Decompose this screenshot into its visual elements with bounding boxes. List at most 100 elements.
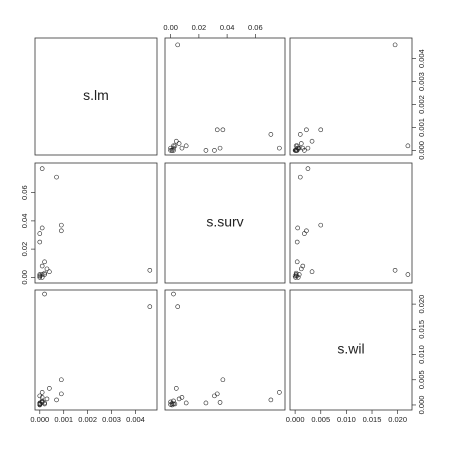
point bbox=[305, 166, 311, 171]
point bbox=[44, 396, 50, 402]
point bbox=[147, 267, 153, 273]
point bbox=[293, 148, 299, 153]
point bbox=[59, 228, 64, 234]
point bbox=[171, 145, 176, 151]
x-tick-label: 0.00 bbox=[163, 23, 178, 32]
x-tick-label: 0.02 bbox=[192, 23, 207, 32]
x-tick-label: 0.06 bbox=[248, 23, 263, 32]
point bbox=[214, 127, 220, 133]
variable-name: s.wil bbox=[337, 341, 364, 357]
point bbox=[304, 127, 309, 133]
point bbox=[300, 145, 306, 151]
point bbox=[168, 145, 173, 151]
point bbox=[42, 291, 47, 297]
y-tick-label: 0.000 bbox=[417, 396, 426, 415]
point bbox=[44, 266, 50, 272]
panel bbox=[34, 162, 158, 284]
point bbox=[305, 145, 311, 151]
point bbox=[294, 259, 300, 265]
point bbox=[37, 275, 43, 280]
point bbox=[176, 141, 182, 146]
point bbox=[54, 174, 59, 180]
y-tick-label: 0.004 bbox=[417, 49, 426, 68]
x-tick-label: 0.005 bbox=[311, 415, 330, 424]
panel bbox=[164, 289, 286, 411]
y-tick-label: 0.005 bbox=[417, 370, 426, 389]
point bbox=[169, 402, 175, 408]
y-tick-label: 0.015 bbox=[417, 320, 426, 339]
point bbox=[171, 398, 176, 404]
y-tick-label: 0.02 bbox=[20, 242, 29, 257]
point bbox=[42, 270, 47, 276]
point bbox=[173, 386, 179, 391]
x-tick-label: 0.003 bbox=[102, 415, 121, 424]
point bbox=[405, 272, 411, 277]
point bbox=[212, 148, 217, 153]
point bbox=[214, 391, 220, 397]
point bbox=[212, 393, 217, 399]
point bbox=[293, 270, 299, 276]
point bbox=[171, 143, 176, 149]
point bbox=[42, 272, 47, 277]
point bbox=[405, 143, 411, 149]
point bbox=[37, 401, 43, 407]
point bbox=[268, 397, 274, 403]
point bbox=[59, 377, 64, 383]
point bbox=[42, 259, 47, 265]
point bbox=[171, 401, 176, 407]
point bbox=[39, 395, 45, 400]
point bbox=[302, 148, 307, 153]
point bbox=[318, 127, 324, 133]
point bbox=[175, 42, 181, 48]
point bbox=[220, 377, 226, 383]
point bbox=[176, 396, 182, 402]
point bbox=[298, 266, 304, 272]
point bbox=[183, 400, 189, 406]
x-tick-label: 0.002 bbox=[78, 415, 97, 424]
point bbox=[169, 148, 175, 153]
variable-name: s.lm bbox=[83, 87, 109, 103]
point bbox=[183, 143, 189, 149]
point bbox=[171, 148, 176, 153]
panel bbox=[289, 162, 413, 284]
y-tick-label: 0.000 bbox=[417, 141, 426, 160]
point bbox=[298, 141, 304, 146]
panel bbox=[34, 37, 158, 156]
point bbox=[39, 390, 45, 395]
x-tick-label: 0.000 bbox=[286, 415, 305, 424]
y-tick-label: 0.00 bbox=[20, 270, 29, 285]
panel bbox=[34, 289, 158, 411]
y-tick-label: 0.002 bbox=[417, 95, 426, 114]
point bbox=[302, 231, 307, 236]
point bbox=[37, 272, 43, 277]
x-tick-label: 0.004 bbox=[126, 415, 145, 424]
point bbox=[179, 395, 185, 400]
x-tick-label: 0.04 bbox=[220, 23, 235, 32]
x-tick-label: 0.020 bbox=[388, 415, 407, 424]
point bbox=[293, 272, 299, 277]
point bbox=[304, 228, 309, 234]
point bbox=[203, 148, 209, 153]
point bbox=[203, 400, 209, 406]
panel bbox=[289, 37, 413, 156]
variable-name: s.surv bbox=[206, 214, 243, 230]
y-tick-label: 0.010 bbox=[417, 345, 426, 364]
point bbox=[171, 291, 176, 297]
point bbox=[318, 222, 324, 228]
point bbox=[168, 148, 173, 153]
point bbox=[268, 132, 274, 137]
point bbox=[217, 145, 223, 151]
point bbox=[47, 386, 52, 391]
point bbox=[296, 272, 302, 277]
point bbox=[37, 273, 43, 279]
point bbox=[392, 42, 398, 48]
point bbox=[175, 304, 181, 309]
point bbox=[147, 304, 153, 309]
y-tick-label: 0.04 bbox=[20, 214, 29, 229]
panel bbox=[164, 162, 286, 284]
point bbox=[295, 225, 300, 231]
point bbox=[277, 145, 282, 151]
point bbox=[47, 269, 52, 275]
point bbox=[309, 138, 315, 144]
